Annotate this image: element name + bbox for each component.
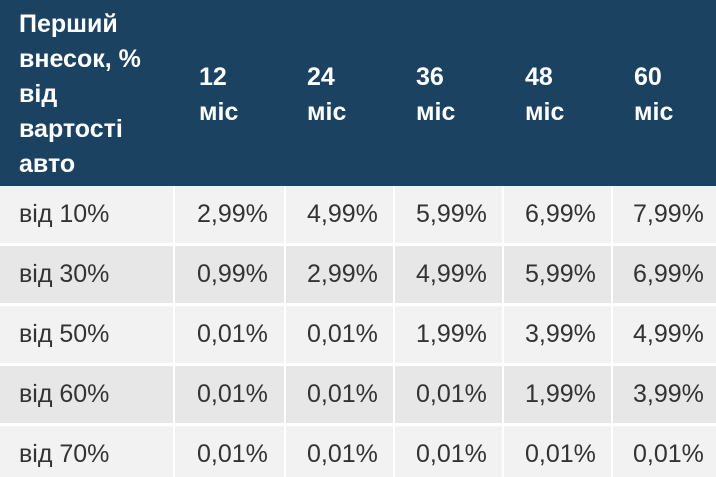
rate-value: 1,99% <box>416 320 487 348</box>
header-col-12: 12 міс <box>199 63 239 126</box>
row-label: від 30% <box>19 260 110 288</box>
rate-cell: 0,99% <box>175 246 286 303</box>
rate-cell: 0,01% <box>175 366 286 423</box>
rate-cell: 7,99% <box>613 186 716 243</box>
rate-cell: 6,99% <box>504 186 613 243</box>
rate-value: 5,99% <box>525 260 596 288</box>
row-label: від 50% <box>19 320 110 348</box>
rate-cell: 2,99% <box>175 186 286 243</box>
row-label-cell: від 70% <box>0 426 175 477</box>
rate-value: 3,99% <box>633 380 704 408</box>
rate-cell: 0,01% <box>286 366 395 423</box>
rate-cell: 0,01% <box>395 366 504 423</box>
rate-cell: 1,99% <box>504 366 613 423</box>
rate-value: 0,01% <box>416 380 487 408</box>
row-label-cell: від 10% <box>0 186 175 243</box>
rate-value: 0,01% <box>197 380 268 408</box>
rate-cell: 0,01% <box>613 426 716 477</box>
header-first-payment: Перший внесок, % від вартості авто <box>19 10 141 178</box>
rate-value: 6,99% <box>525 200 596 228</box>
table-row: від 30% 0,99% 2,99% 4,99% 5,99% 6,99% <box>0 246 716 305</box>
rate-value: 0,01% <box>307 320 378 348</box>
rate-value: 2,99% <box>307 260 378 288</box>
rate-cell: 0,01% <box>395 426 504 477</box>
header-col-24: 24 міс <box>307 63 347 126</box>
rate-cell: 0,01% <box>286 426 395 477</box>
rate-value: 5,99% <box>416 200 487 228</box>
table-header: Перший внесок, % від вартості авто 12 мі… <box>0 0 716 186</box>
rate-value: 0,01% <box>197 320 268 348</box>
table-row: від 10% 2,99% 4,99% 5,99% 6,99% 7,99% <box>0 186 716 245</box>
rate-cell: 0,01% <box>175 426 286 477</box>
rate-cell: 0,01% <box>286 306 395 363</box>
rate-cell: 4,99% <box>286 186 395 243</box>
header-col-36: 36 міс <box>416 63 456 126</box>
table-row: від 50% 0,01% 0,01% 1,99% 3,99% 4,99% <box>0 306 716 365</box>
row-label-cell: від 30% <box>0 246 175 303</box>
rate-value: 0,01% <box>525 440 596 468</box>
rate-value: 0,01% <box>416 440 487 468</box>
rate-cell: 4,99% <box>395 246 504 303</box>
rate-value: 4,99% <box>633 320 704 348</box>
rate-cell: 2,99% <box>286 246 395 303</box>
rate-cell: 4,99% <box>613 306 716 363</box>
rate-value: 6,99% <box>633 260 704 288</box>
rate-value: 7,99% <box>633 200 704 228</box>
rate-cell: 3,99% <box>613 366 716 423</box>
rate-cell: 3,99% <box>504 306 613 363</box>
rate-value: 0,01% <box>307 380 378 408</box>
rate-cell: 0,01% <box>175 306 286 363</box>
row-label: від 70% <box>19 440 110 468</box>
rate-cell: 1,99% <box>395 306 504 363</box>
rate-value: 2,99% <box>197 200 268 228</box>
rate-value: 3,99% <box>525 320 596 348</box>
row-label: від 10% <box>19 200 110 228</box>
row-label: від 60% <box>19 380 110 408</box>
rate-cell: 6,99% <box>613 246 716 303</box>
row-label-cell: від 50% <box>0 306 175 363</box>
rate-value: 1,99% <box>525 380 596 408</box>
rate-cell: 5,99% <box>395 186 504 243</box>
rate-value: 0,99% <box>197 260 268 288</box>
table-row: від 60% 0,01% 0,01% 0,01% 1,99% 3,99% <box>0 366 716 425</box>
header-col-60: 60 міс <box>634 63 674 126</box>
rate-cell: 5,99% <box>504 246 613 303</box>
rate-value: 4,99% <box>416 260 487 288</box>
table-row: від 70% 0,01% 0,01% 0,01% 0,01% 0,01% <box>0 426 716 477</box>
rate-value: 0,01% <box>307 440 378 468</box>
rate-cell: 0,01% <box>504 426 613 477</box>
rate-value: 4,99% <box>307 200 378 228</box>
row-label-cell: від 60% <box>0 366 175 423</box>
rate-value: 0,01% <box>633 440 704 468</box>
header-col-48: 48 міс <box>525 63 565 126</box>
rate-value: 0,01% <box>197 440 268 468</box>
